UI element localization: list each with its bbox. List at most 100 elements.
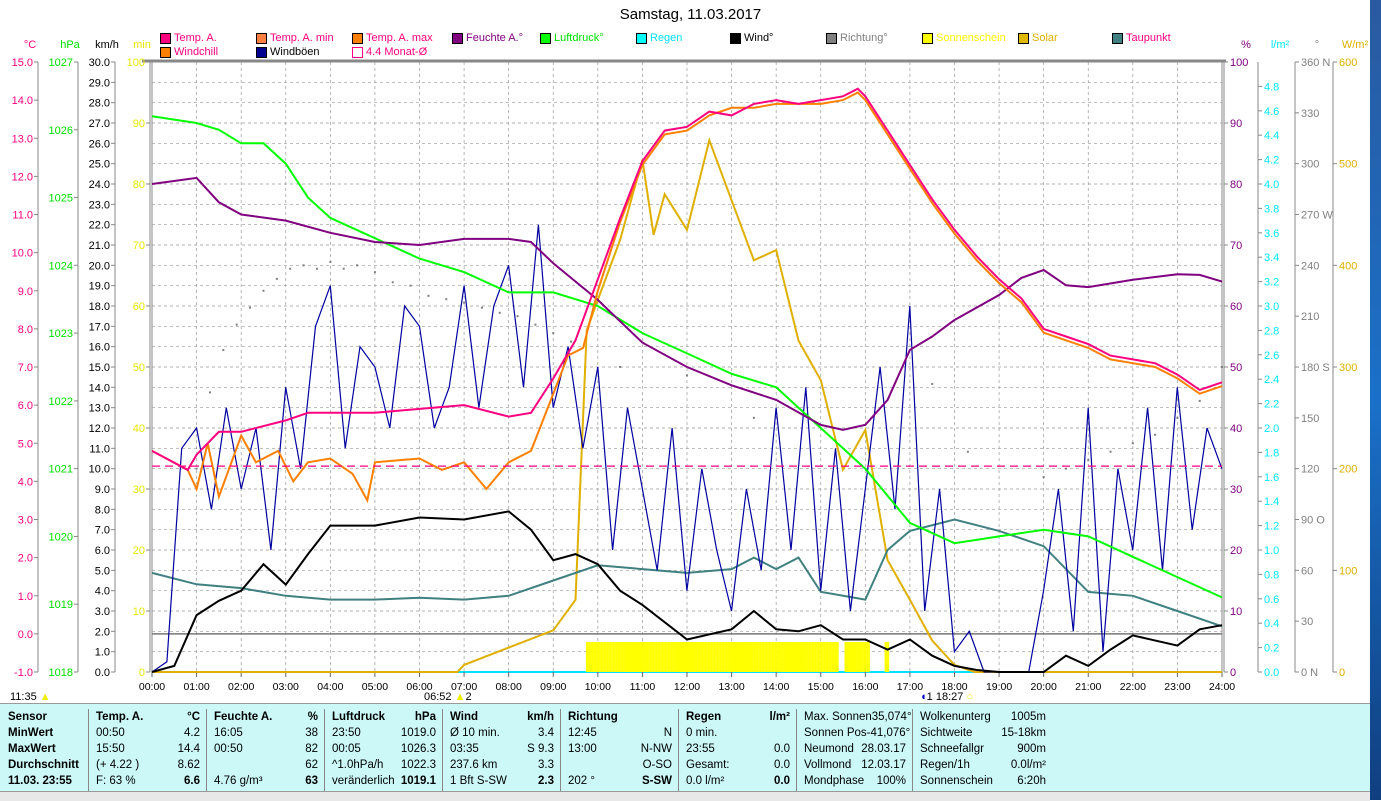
stats-value: 28.03.17: [861, 743, 906, 755]
axis-tick-label: 1027: [49, 57, 73, 69]
direction-dot: [391, 281, 394, 284]
x-tick-label: 01:00: [183, 681, 209, 693]
legend-swatch: [540, 32, 551, 44]
sun-icon: ▲: [39, 691, 51, 703]
axis-tick-label: 3.2: [1264, 277, 1279, 289]
series-feuchte-a-: [151, 176, 1223, 431]
axis-tick-label: 330: [1301, 108, 1319, 120]
stats-value: -41,076°: [866, 727, 911, 739]
stats-row: 15:50 14.4: [88, 741, 206, 757]
stats-label: 4.76 g/m³: [214, 775, 263, 787]
axis-unit-label: °C: [24, 39, 36, 51]
axis-tick-label: 240: [1301, 260, 1319, 272]
stats-row: 0 min.: [678, 725, 796, 741]
axis-unit-label: %: [1241, 39, 1251, 51]
stats-row: 0.0 l/m² 0.0: [678, 773, 796, 789]
stats-column: Wind km/h Ø 10 min. 3.4 03:35 S 9.3 237.6 km 3.…: [442, 709, 561, 791]
x-tick-label: 06:00: [406, 681, 432, 693]
axis-tick-label: 50: [1230, 362, 1242, 374]
axis-tick-label: 24.0: [89, 179, 110, 191]
stats-label: Wolkenunterg: [920, 711, 991, 723]
stats-row: Luftdruck hPa: [324, 709, 442, 725]
legend-label: Temp. A. max: [366, 32, 433, 44]
legend-label: Windböen: [270, 46, 320, 58]
axis-tick-label: 15.0: [12, 57, 33, 69]
stats-value: 82: [305, 743, 318, 755]
axis-tick-label: 60: [133, 301, 145, 313]
axis-tick-label: 2.0: [18, 553, 33, 565]
stats-row: Gesamt: 0.0: [678, 757, 796, 773]
stats-value: 6:20h: [1017, 775, 1046, 787]
direction-dot: [463, 301, 466, 304]
stats-value: 4.2: [184, 727, 200, 739]
axis-tick-label: 10.0: [12, 248, 33, 260]
direction-dot: [235, 323, 238, 326]
axis-tick-label: 120: [1301, 464, 1319, 476]
stats-row: Sonnenschein 6:20h: [912, 773, 1052, 789]
stats-row: Wind km/h: [442, 709, 560, 725]
direction-dot: [409, 284, 412, 287]
direction-dot: [931, 382, 934, 385]
stats-row: 1 Bft S-SW 2.3: [442, 773, 560, 789]
status-bar: [0, 791, 1370, 801]
axis-tick-label: 12.0: [89, 423, 110, 435]
legend-item: Temp. A. min: [256, 32, 334, 44]
series-taupunkt: [151, 518, 1223, 628]
axis-tick-label: 20: [1230, 545, 1242, 557]
stats-row: Richtung: [560, 709, 678, 725]
stats-value: km/h: [527, 711, 554, 723]
legend-label: Taupunkt: [1126, 32, 1171, 44]
stats-row: 13:00 N-NW: [560, 741, 678, 757]
direction-dot: [302, 264, 305, 267]
stats-label: MinWert: [8, 727, 54, 739]
axis-tick-label: 20.0: [89, 260, 110, 272]
x-tick-label: 19:00: [986, 681, 1012, 693]
stats-value: 15-18km: [1001, 727, 1046, 739]
axis-tick-label: 300: [1339, 362, 1357, 374]
x-tick-label: 20:00: [1031, 681, 1057, 693]
x-tick-label: 24:00: [1209, 681, 1235, 693]
stats-value: %: [307, 711, 318, 723]
stats-label: Temp. A.: [96, 711, 144, 723]
series-windb-en: [151, 224, 1223, 673]
stats-label: 202 °: [568, 775, 595, 787]
axis-tick-label: 3.0: [1264, 301, 1279, 313]
x-tick-label: 10:00: [585, 681, 611, 693]
legend-label: Sonnenschein: [936, 32, 1006, 44]
direction-dot: [1154, 433, 1157, 436]
axis-tick-label: 2.0: [95, 626, 110, 638]
axis-tick-label: 0: [139, 667, 145, 679]
stats-label: Gesamt:: [686, 759, 730, 771]
stats-value: 2.3: [538, 775, 554, 787]
axis-tick-label: 40: [1230, 423, 1242, 435]
series-temp-a-: [151, 87, 1223, 472]
sunset-icon: ○: [966, 691, 974, 703]
sunrise-icon: ▲: [454, 691, 466, 703]
axis-tick-label: 28.0: [89, 98, 110, 110]
direction-dot: [619, 366, 622, 368]
axis-tick-label: 20: [133, 545, 145, 557]
direction-dot: [1198, 399, 1201, 402]
axis-tick-label: 4.4: [1264, 130, 1279, 142]
stats-row: Durchschnitt: [0, 757, 88, 773]
axis-tick-label: 3.8: [1264, 203, 1279, 215]
direction-dot: [480, 306, 483, 309]
legend-item: Feuchte A.°: [452, 32, 523, 44]
axis-tick-label: 0.6: [1264, 594, 1279, 606]
direction-dot: [534, 323, 537, 326]
direction-dot: [329, 260, 332, 263]
axis-tick-label: 600: [1339, 57, 1357, 69]
stats-row: 00:50 4.2: [88, 725, 206, 741]
legend-swatch: [1112, 32, 1123, 44]
legend-swatch: [352, 46, 363, 58]
stats-label: Sichtweite: [920, 727, 973, 739]
direction-dot: [427, 294, 430, 297]
axis-tick-label: 30: [1230, 484, 1242, 496]
x-tick-label: 23:00: [1164, 681, 1190, 693]
axis-tick-label: 6.0: [18, 400, 33, 412]
stats-value: °C: [187, 711, 200, 723]
axis-tick-label: 17.0: [89, 321, 110, 333]
stats-column: Luftdruck hPa 23:50 1019.0 00:05 1026.3 ^1.0hP…: [324, 709, 443, 791]
stats-value: 62: [305, 759, 318, 771]
desktop-background: [1370, 0, 1381, 800]
